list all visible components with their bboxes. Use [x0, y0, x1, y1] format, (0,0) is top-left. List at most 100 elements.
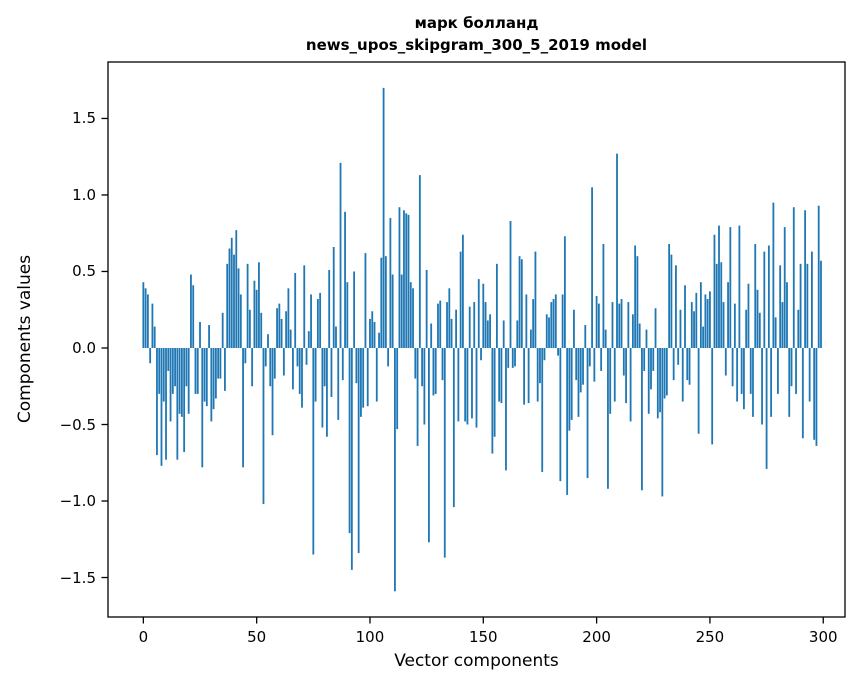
- bar-52: [260, 312, 263, 348]
- bar-82: [328, 269, 331, 348]
- bar-152: [486, 320, 489, 348]
- bar-178: [545, 314, 548, 348]
- bar-256: [722, 302, 725, 348]
- bar-131: [439, 300, 442, 348]
- bar-65: [289, 329, 292, 348]
- bar-84: [332, 247, 335, 348]
- bar-203: [602, 243, 605, 348]
- bar-132: [441, 347, 444, 381]
- bar-135: [448, 288, 451, 348]
- x-tick-label-250: 250: [695, 628, 725, 646]
- bar-275: [765, 347, 768, 469]
- bar-237: [679, 309, 682, 348]
- bar-276: [767, 245, 770, 348]
- bar-94: [355, 347, 358, 384]
- bar-46: [246, 263, 249, 348]
- bar-124: [423, 347, 426, 425]
- bar-297: [815, 347, 818, 446]
- bar-98: [364, 253, 367, 348]
- bar-137: [452, 347, 455, 508]
- bar-66: [292, 347, 294, 390]
- bar-230: [663, 347, 666, 399]
- bar-198: [591, 187, 593, 348]
- bar-181: [552, 299, 555, 348]
- bar-25: [199, 321, 201, 348]
- bar-113: [398, 207, 401, 348]
- bar-194: [582, 347, 584, 385]
- bar-196: [586, 347, 589, 479]
- bar-54: [264, 347, 267, 367]
- bar-47: [248, 309, 251, 348]
- bar-90: [346, 282, 349, 348]
- bar-53: [262, 347, 265, 505]
- bar-134: [446, 302, 448, 348]
- bar-60: [278, 303, 281, 348]
- bar-126: [428, 347, 430, 543]
- bar-232: [668, 243, 671, 348]
- bar-30: [210, 347, 213, 422]
- bar-80: [323, 347, 326, 387]
- bar-76: [314, 347, 317, 402]
- bar-254: [718, 225, 720, 348]
- bar-160: [505, 347, 507, 471]
- bar-289: [797, 309, 800, 348]
- bar-269: [752, 347, 754, 417]
- bar-145: [471, 347, 473, 419]
- bar-163: [511, 347, 514, 368]
- bar-5: [153, 326, 156, 348]
- bar-19: [185, 347, 188, 387]
- bar-125: [425, 269, 428, 348]
- axis-ticks-group: [101, 117, 824, 624]
- bar-155: [493, 347, 496, 437]
- bar-286: [790, 347, 793, 387]
- bar-298: [817, 205, 820, 348]
- bar-202: [600, 347, 603, 371]
- bar-9: [162, 347, 165, 402]
- bar-282: [781, 302, 784, 348]
- bar-245: [697, 347, 700, 434]
- bar-188: [568, 347, 571, 431]
- bar-104: [378, 332, 380, 348]
- bar-130: [437, 303, 439, 348]
- bar-171: [529, 329, 532, 348]
- bar-157: [498, 347, 501, 402]
- bar-231: [665, 347, 668, 396]
- bar-118: [409, 282, 412, 348]
- bar-29: [208, 325, 210, 348]
- bar-215: [629, 347, 632, 422]
- bar-285: [788, 347, 791, 417]
- bar-225: [652, 347, 655, 371]
- bar-294: [808, 347, 811, 402]
- bar-251: [711, 347, 714, 445]
- bar-219: [638, 323, 641, 348]
- bar-4: [151, 303, 154, 348]
- bar-263: [738, 225, 741, 348]
- bar-167: [520, 259, 523, 348]
- y-tick-label-1.0: 1.0: [72, 185, 96, 204]
- bar-280: [777, 347, 779, 394]
- bar-88: [341, 347, 344, 381]
- bar-142: [464, 347, 467, 422]
- bar-61: [280, 318, 283, 348]
- bar-121: [416, 347, 419, 446]
- bar-102: [373, 321, 376, 348]
- y-tick-label-0.0: 0.0: [72, 338, 96, 357]
- bar-12: [169, 347, 172, 422]
- bar-11: [167, 347, 170, 371]
- chart-title-line2: news_upos_skipgram_300_5_2019 model: [305, 36, 648, 54]
- bar-122: [418, 175, 421, 348]
- bar-40: [233, 254, 235, 348]
- bar-24: [196, 347, 199, 394]
- bar-23: [194, 347, 197, 394]
- bar-109: [389, 217, 392, 348]
- bar-34: [219, 347, 222, 379]
- bar-36: [224, 347, 226, 391]
- bar-166: [518, 256, 521, 348]
- bar-228: [659, 347, 661, 413]
- bar-209: [616, 153, 618, 348]
- bar-81: [326, 347, 328, 437]
- bar-288: [795, 347, 797, 394]
- bar-161: [507, 347, 510, 368]
- bar-272: [758, 312, 761, 348]
